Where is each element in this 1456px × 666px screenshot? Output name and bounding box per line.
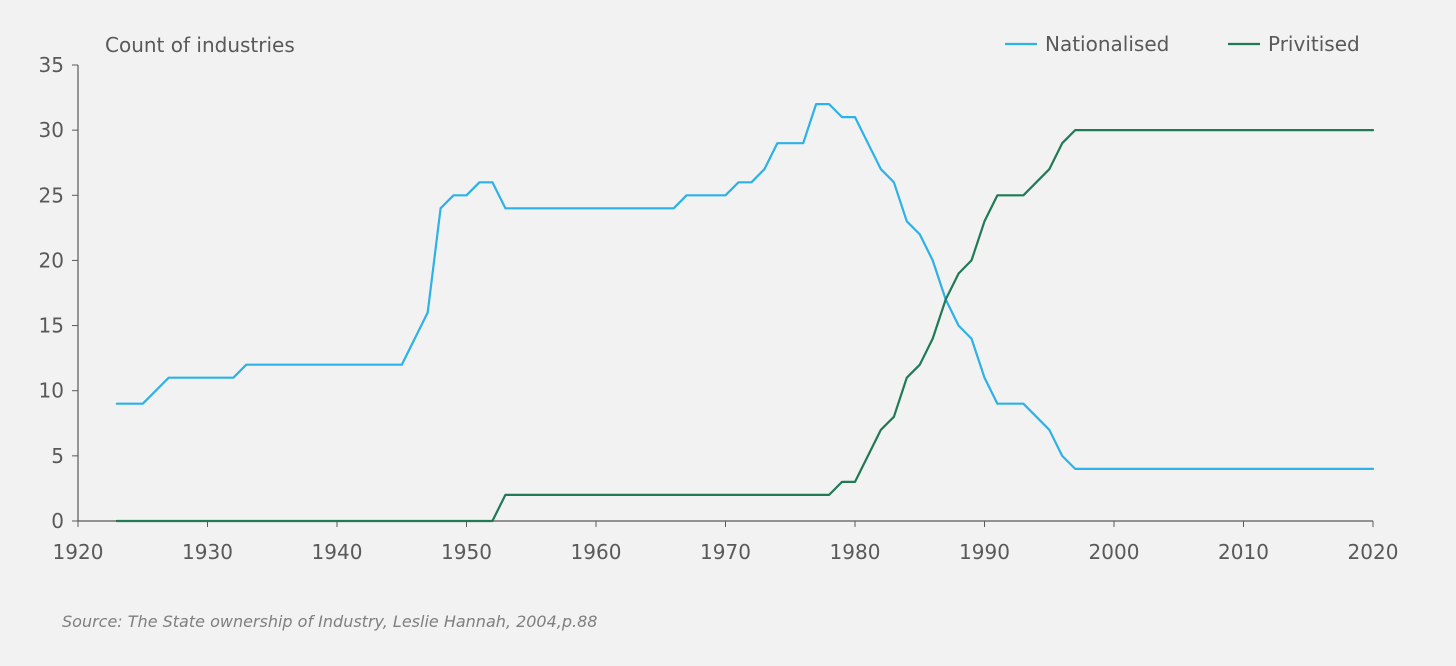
x-tick-label: 1970 bbox=[700, 540, 751, 564]
x-tick-label: 1960 bbox=[571, 540, 622, 564]
y-tick-label: 15 bbox=[39, 314, 64, 338]
legend-label-nationalised: Nationalised bbox=[1045, 32, 1169, 56]
x-tick-label: 1990 bbox=[959, 540, 1010, 564]
y-tick-label: 5 bbox=[51, 444, 64, 468]
y-axis-title: Count of industries bbox=[105, 33, 295, 57]
x-tick-label: 2010 bbox=[1218, 540, 1269, 564]
x-tick-label: 1940 bbox=[312, 540, 363, 564]
x-tick-label: 1930 bbox=[182, 540, 233, 564]
line-chart: 0 5 10 15 20 25 30 35 1920 1930 1940 1950 1960 1970 19… bbox=[39, 32, 1399, 564]
source-note: Source: The State ownership of Industry,… bbox=[62, 612, 598, 631]
y-tick-label: 25 bbox=[39, 183, 64, 207]
x-tick-label: 2020 bbox=[1348, 540, 1399, 564]
y-tick-label: 10 bbox=[39, 379, 64, 403]
y-tick-label: 20 bbox=[39, 248, 64, 272]
legend-label-privitised: Privitised bbox=[1268, 32, 1360, 56]
axes: 0 5 10 15 20 25 30 35 1920 1930 1940 1950 1960 1970 19… bbox=[39, 53, 1399, 564]
y-tick-label: 30 bbox=[39, 118, 64, 142]
series-line-nationalised bbox=[115, 102, 1375, 470]
x-tick-label: 1980 bbox=[830, 540, 881, 564]
y-tick-label: 35 bbox=[39, 53, 64, 77]
x-tick-label: 2000 bbox=[1089, 540, 1140, 564]
y-tick-label: 0 bbox=[51, 509, 64, 533]
series-line-privitised bbox=[115, 129, 1375, 523]
x-tick-label: 1920 bbox=[53, 540, 104, 564]
series-layer bbox=[115, 102, 1375, 523]
legend: Nationalised Privitised bbox=[1005, 32, 1360, 56]
x-tick-label: 1950 bbox=[441, 540, 492, 564]
